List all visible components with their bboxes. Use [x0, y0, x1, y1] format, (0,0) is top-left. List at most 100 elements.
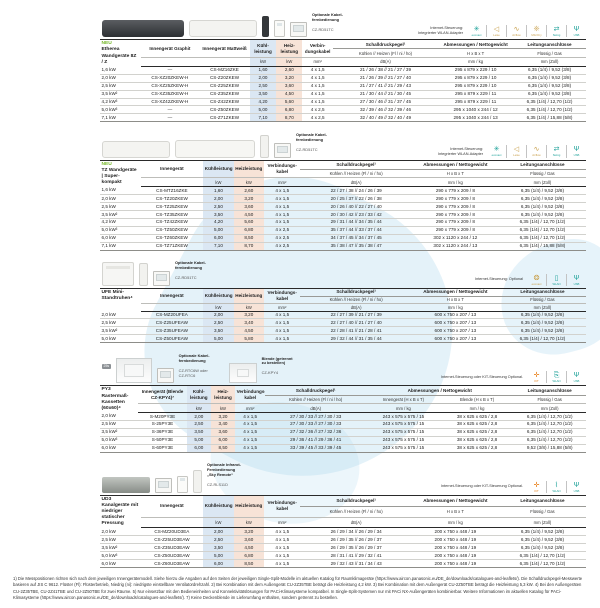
section-etherea: Optionale Kabel- fernbedienung CZ-RD51TC… — [100, 8, 586, 123]
sub-header-dim-blende: Blende (H x B x T) — [459, 396, 495, 402]
table-cell: 33 / 39 / 45 // 33 / 39 / 45 — [265, 443, 367, 453]
sub-header-conn: Flüssig / Gas — [530, 509, 555, 515]
table-cell: 38 x 625 x 625 / 2,8 — [440, 443, 514, 453]
section-title: NEU TZ Wandgeräte | Super-kompakt — [100, 160, 141, 187]
table-cell: 4 x 2,5 — [264, 233, 301, 243]
unit-dba: dB(A) — [300, 516, 412, 529]
table-cell: 290 x 779 x 209 / 8 — [411, 194, 499, 203]
table-row: 6,0 kW CS-TZ60ZKEW 6,00 8,50 4 x 2,5 34 / 37 … — [100, 233, 586, 243]
table-row: 2,5 kW S-25PY3E 2,50 3,40 4 x 1,5 27 / 30 / 3… — [100, 419, 586, 429]
feature-icon-label: USB — [573, 379, 580, 384]
table-cell: 4 x 1,5 — [264, 334, 301, 344]
table-cell: 600 x 750 x 207 / 13 — [411, 334, 499, 344]
table-cell: S-M20PY3E — [149, 413, 176, 419]
table-row: 3,5 kW² S-36PY3E 3,50 3,60 4 x 1,5 27 / 32 / … — [100, 427, 586, 437]
sub-header-dim: H x B x T — [467, 50, 485, 56]
table-cell: 6,35 (1/4) / 9,52 (3/8) — [513, 73, 586, 83]
table-cell: 5,0 kW³ — [100, 551, 141, 560]
col-header-abmessungen: Abmessungen / Nettogewicht — [411, 288, 499, 297]
table-cell: 3,20 — [244, 312, 254, 318]
table-cell: 243 x 575 x 575 / 15 — [366, 435, 441, 445]
table-cell: 4 x 1,5 — [264, 551, 301, 560]
table-row: 4,2 kW CS-TZ42ZKEW 4,20 5,60 4 x 1,5 29 / 31 … — [100, 217, 586, 227]
unit-mm2: mm² — [264, 177, 301, 188]
wired-controller-image — [290, 22, 307, 38]
table-row: 2,0 kW CS-TZ20ZKEW 2,00 3,20 4 x 1,5 20 / 25 … — [100, 194, 586, 203]
table-cell: 3,40 — [210, 419, 236, 429]
table-cell: 29 / 36 / 41 // 29 / 36 / 41 — [265, 435, 367, 445]
floor-console-image — [102, 261, 134, 286]
table-cell: 8,50 — [210, 443, 236, 453]
table-cell: 4 x 1,5 — [264, 318, 301, 327]
spec-table-tz: NEU TZ Wandgeräte | Super-kompakt Innenge… — [100, 159, 586, 251]
col-header-kuehlleistung: Kühlleistung — [204, 293, 233, 299]
table-cell: — — [140, 113, 200, 123]
table-cell: CS-TZ50ZKEW — [140, 225, 204, 235]
col-header-innengeraet: Innengerät — [160, 503, 184, 509]
remote-caption-title: Optionale Kabel- fernbedienung — [312, 11, 343, 22]
col-header-verbindungskabel: Verbindungs-kabel — [267, 290, 297, 301]
table-cell: 26 / 29 / 34 // 26 / 29 / 34 — [330, 529, 382, 535]
table-cell: S-25PY3E — [138, 419, 187, 429]
col-header-kuehlleistung: Kühlleistung — [204, 503, 233, 509]
table-cell: CS-Z60UD3EAW — [140, 559, 204, 569]
unit-mmkg: mm / kg — [411, 303, 499, 312]
table-cell: 295 x 879 x 229 / 10 — [438, 73, 514, 83]
wall-unit-white-image — [189, 20, 257, 38]
table-cell: 26 / 29 / 35 // 26 / 29 / 37 — [300, 535, 412, 544]
table-cell: CS-MTZ16ZKE — [156, 187, 188, 193]
table-cell: 3,5 kW² — [100, 89, 141, 99]
table-cell: S-60PY3E — [138, 443, 187, 453]
table-cell: 4,50 — [276, 89, 303, 99]
section-title: PY3 Rastermaß-Kassetten (60x60)⁴ — [101, 387, 129, 411]
table-cell: 4,50 — [233, 326, 265, 335]
cassette-badge: 25s — [102, 363, 111, 369]
table-cell: 4 x 1,5 — [264, 201, 301, 211]
remote-caption-model: CZ-RLS11D — [207, 481, 228, 487]
table-cell: 7,10 — [249, 113, 277, 123]
feature-icon-label: USB — [573, 488, 580, 493]
table-cell: 4 x 1,5 — [235, 435, 266, 445]
table-cell: 4 x 1,5 — [243, 413, 258, 419]
unit-mm2: mm² — [264, 516, 301, 529]
usb-icon: Ψ USB — [566, 145, 586, 158]
internet-note: Internet-Steuerung: Integrierter WLAN-Ad… — [438, 146, 483, 156]
table-cell: 6,35 (1/4) / 12,70 (1/2) — [513, 435, 586, 445]
table-cell: 6,35 (1/4) / 9,52 (3/8) — [520, 312, 565, 318]
table-cell: 27 / 32 / 36 // 27 / 32 / 36 — [265, 427, 367, 437]
kit-icon: ✛ — [533, 372, 540, 380]
remote-caption-model: CZ-RD51TC — [312, 26, 334, 32]
table-cell: 3,5 kW² — [100, 209, 141, 219]
remote-tower-image — [139, 262, 148, 286]
quiet-icon: ◁ Leise — [486, 25, 506, 38]
table-cell: CS-XZ42ZKEW-H — [140, 97, 200, 106]
sub-header-sound: Kühlen // Heizen (Fl / ni / ho) — [329, 297, 383, 303]
cassette-panel-image — [228, 363, 257, 384]
unit-mm2: mm² — [264, 303, 301, 312]
table-cell: 21 / 26 / 38 // 21 / 27 / 39 — [359, 67, 412, 73]
table-cell: 20 / 25 / 37 // 22 / 26 / 38 — [300, 194, 412, 203]
col-header-innengeraet: Innengerät — [160, 166, 184, 172]
sub-header-conn: Flüssig / Gas — [537, 396, 562, 402]
table-cell: 4 x 1,5 — [235, 443, 266, 453]
table-cell: 6,80 — [233, 225, 265, 235]
table-cell: 6,35 (1/4) / 9,52 (3/8) — [520, 529, 565, 535]
table-row: 3,5 kW² CS-Z35UD3EAW 3,50 4,50 4 x 1,5 26 / 2… — [100, 543, 586, 552]
unit-dba: dB(A) — [332, 57, 439, 67]
table-cell: 4 x 1,5 — [275, 312, 290, 318]
table-cell: 6,80 — [276, 105, 303, 114]
sub-header-dim: H x B x T — [446, 509, 464, 515]
spec-table-py3: PY3 Rastermaß-Kassetten (60x60)⁴ Innenge… — [100, 385, 586, 453]
table-cell: 21 / 26 / 39 // 21 / 27 / 40 — [332, 73, 439, 83]
section-title: NEU Etherea Wandgeräte 8Z / Z — [100, 40, 141, 67]
table-cell: 6,35 (1/4) / 9,52 (3/8) — [498, 201, 586, 211]
table-cell: 6,00 — [186, 443, 211, 453]
table-cell: 4 x 1,5 — [264, 326, 301, 335]
table-cell: 4 x 1,5 — [310, 67, 325, 73]
unit-kw: kW — [233, 177, 265, 188]
table-cell: 4 x 2,5 — [302, 105, 333, 114]
wired-controller-image — [156, 368, 174, 384]
col-header-kuehlleistung: Kühl-leistung — [254, 42, 272, 54]
table-cell: 600 x 750 x 207 / 13 — [434, 312, 477, 318]
feature-icons: ✳ econavi ◁ Leise ∿ Airflow ⇄ Swing Ψ USB — [487, 145, 586, 158]
